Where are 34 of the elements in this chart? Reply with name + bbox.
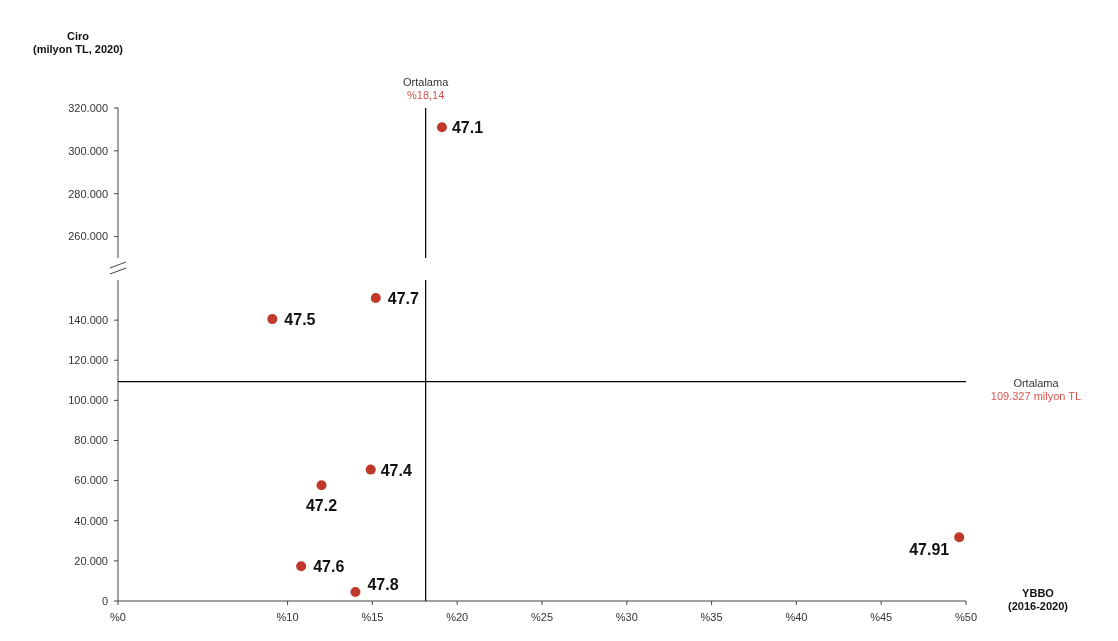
y-tick-label: 140.000 (68, 313, 108, 326)
x-tick-label: %20 (446, 611, 469, 623)
y-tick-label: 0 (101, 594, 108, 607)
x-axis-title: YBBO (2016-2020) (1008, 587, 1069, 613)
annotation: 47.8 (367, 575, 399, 593)
annotation: 47.7 (387, 290, 420, 308)
y-axis-title: Ciro (milyon TL, 2020) (33, 30, 124, 56)
x-tick-label: %0 (110, 611, 126, 623)
y-tick-label: 320.000 (68, 101, 108, 114)
annotation: 47.5 (284, 311, 316, 329)
x-tick-label: %40 (785, 611, 808, 623)
annotation: 47.1 (451, 119, 484, 137)
ref-line-label: Ortalama 109.327 milyon TL (990, 376, 1082, 402)
x-tick-label: %25 (530, 611, 554, 623)
annotation: 47.4 (380, 461, 412, 479)
x-tick-label: %15 (361, 611, 384, 623)
x-tick-label: %35 (700, 611, 723, 623)
y-tick-label: 20.000 (74, 554, 108, 567)
annotation: 47.91 (909, 541, 950, 559)
y-tick-label: 300.000 (68, 144, 108, 157)
ref-line-label: Ortalama %18,14 (403, 76, 450, 102)
x-tick-label: %30 (615, 611, 638, 623)
x-tick-label: %10 (276, 611, 299, 623)
y-tick-label: 60.000 (74, 474, 108, 487)
y-tick-label: 80.000 (74, 434, 108, 447)
y-tick-label: 100.000 (68, 394, 108, 407)
y-tick-label: 40.000 (74, 514, 108, 527)
y-tick-label: 280.000 (68, 187, 108, 200)
y-tick-label: 260.000 (68, 230, 108, 243)
x-tick-label: %50 (954, 611, 978, 623)
annotation: 47.6 (313, 558, 345, 576)
annotation: 47.2 (305, 497, 338, 515)
y-tick-label: 120.000 (68, 354, 108, 367)
x-tick-label: %45 (870, 611, 893, 623)
